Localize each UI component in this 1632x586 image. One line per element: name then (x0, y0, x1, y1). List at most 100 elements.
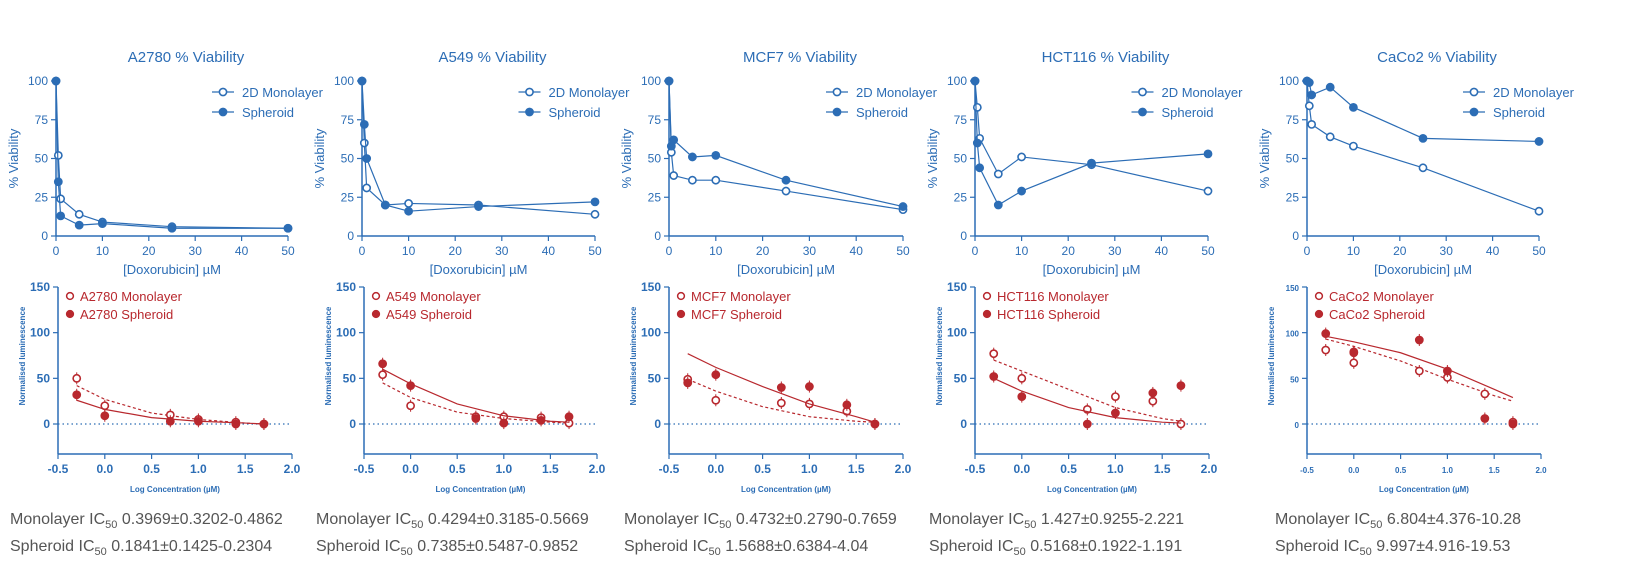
monolayer-ic50-line: Monolayer IC50 0.4294±0.3185-0.5669 (316, 509, 589, 536)
ic50-value: 1.5688±0.6384-4.04 (720, 538, 869, 556)
y-tick-label: 150 (30, 280, 50, 294)
fit-curve-monolayer (687, 378, 875, 423)
ic50-label: Monolayer IC (316, 511, 412, 528)
y-tick-label: 50 (343, 371, 357, 385)
legend-marker (371, 291, 381, 301)
monolayer-ic50-line: Monolayer IC50 6.804±4.376-10.28 (1275, 509, 1521, 536)
x-tick-label: 30 (1108, 244, 1122, 258)
data-point (56, 194, 66, 204)
data-point (404, 206, 413, 216)
y-tick-label: 25 (341, 190, 355, 204)
x-tick-label: 2.0 (1535, 466, 1547, 475)
ic50-value: 0.1841±0.1425-0.2304 (106, 538, 273, 556)
legend-marker (676, 309, 686, 319)
data-point (165, 416, 175, 426)
x-tick-label: 1.0 (190, 462, 207, 476)
data-point (590, 209, 600, 219)
x-tick-label: -0.5 (1300, 466, 1314, 475)
legend-marker (982, 291, 992, 301)
data-point (805, 382, 814, 391)
x-tick-label: 1.5 (848, 462, 865, 476)
data-point (362, 154, 372, 163)
data-point (1325, 82, 1335, 92)
x-tick-label: 10 (1015, 244, 1029, 258)
data-point (1321, 329, 1331, 338)
legend-label: Spheroid (856, 105, 908, 120)
data-point (100, 411, 110, 421)
x-tick-label: 50 (1532, 244, 1546, 258)
x-tick-label: 30 (495, 244, 509, 258)
data-point (776, 383, 786, 392)
data-point (406, 401, 415, 411)
y-tick-label: 0 (41, 229, 48, 243)
dose-response-chart-5: 0 50 100 150 -0.5 0.0 0.5 1.0 1.5 2.0 Log Concentr… (1267, 284, 1547, 494)
data-point (669, 171, 679, 180)
x-tick-label: 50 (588, 244, 602, 258)
legend-marker (525, 87, 534, 97)
series-line-monolayer (55, 80, 289, 229)
x-tick-label: 30 (189, 244, 203, 258)
y-tick-label: 50 (35, 152, 49, 166)
spheroid-ic50-line: Spheroid IC50 0.1841±0.1425-0.2304 (10, 536, 283, 563)
x-tick-label: 50 (281, 244, 295, 258)
y-tick-label: 0 (960, 229, 967, 243)
x-tick-label: 2.0 (284, 462, 301, 476)
x-tick-label: 20 (142, 244, 156, 258)
y-axis-label: % Viability (6, 128, 21, 188)
x-tick-label: 1.5 (542, 462, 559, 476)
y-tick-label: 150 (336, 280, 356, 294)
legend-marker (1138, 107, 1147, 117)
fit-curve-spheroid (76, 399, 264, 425)
legend-label: A2780 Monolayer (80, 289, 183, 304)
y-tick-label: 50 (37, 371, 51, 385)
x-tick-label: 2.0 (1201, 462, 1218, 476)
x-tick-label: -0.5 (354, 462, 375, 476)
x-tick-label: 50 (896, 244, 910, 258)
data-point (359, 138, 369, 148)
series-line-monolayer (1306, 80, 1540, 212)
data-point (362, 183, 372, 193)
legend-marker (1314, 291, 1324, 301)
x-tick-label: 0.5 (1060, 462, 1077, 476)
legend-label: CaCo2 Spheroid (1329, 307, 1425, 322)
legend-marker (1314, 309, 1324, 319)
monolayer-ic50-line: Monolayer IC50 0.3969±0.3202-0.4862 (10, 509, 283, 536)
data-point (259, 419, 269, 429)
data-point (357, 76, 367, 86)
x-tick-label: 1.5 (1489, 466, 1501, 475)
y-tick-label: 50 (954, 152, 968, 166)
ic50-label: Monolayer IC (10, 511, 106, 528)
x-tick-label: 10 (96, 244, 110, 258)
x-tick-label: 20 (449, 244, 463, 258)
x-tick-label: 20 (756, 244, 770, 258)
ic50-block: Monolayer IC50 6.804±4.376-10.28 Spheroid… (1275, 509, 1521, 563)
data-point (1508, 419, 1518, 429)
ic50-value: 6.804±4.376-10.28 (1382, 511, 1522, 528)
x-tick-label: 0.5 (1395, 466, 1407, 475)
x-tick-label: 50 (1201, 244, 1215, 258)
viability-chart-1: A2780 % Viability 0 25 50 75 100 0 10 20 30 40 50 [D… (6, 49, 324, 277)
data-point (989, 372, 999, 381)
data-point (404, 199, 413, 208)
data-point (776, 398, 786, 408)
x-tick-label: 1.0 (801, 462, 818, 476)
data-point (1111, 408, 1120, 418)
ic50-value: 1.427±0.9255-2.221 (1036, 511, 1184, 528)
y-tick-label: 100 (641, 74, 661, 88)
legend-label: HCT116 Monolayer (997, 289, 1109, 304)
ic50-subscript: 50 (1359, 546, 1372, 559)
data-point (74, 209, 84, 219)
chart-title: A549 % Viability (438, 49, 547, 66)
x-tick-label: 10 (1347, 244, 1361, 258)
dose-response-chart-3: 0 50 100 150 -0.5 0.0 0.5 1.0 1.5 2.0 Log Concentr… (629, 280, 912, 494)
data-point (193, 416, 203, 426)
y-tick-label: 100 (947, 326, 967, 340)
y-tick-label: 150 (1286, 284, 1300, 293)
data-point (98, 219, 107, 228)
y-tick-label: 0 (960, 417, 967, 431)
y-tick-label: 75 (341, 113, 355, 127)
legend-label: 2D Monolayer (242, 85, 324, 100)
x-tick-label: -0.5 (659, 462, 680, 476)
x-axis-label: Log Concentration (µM) (130, 485, 220, 494)
y-tick-label: 50 (954, 371, 968, 385)
